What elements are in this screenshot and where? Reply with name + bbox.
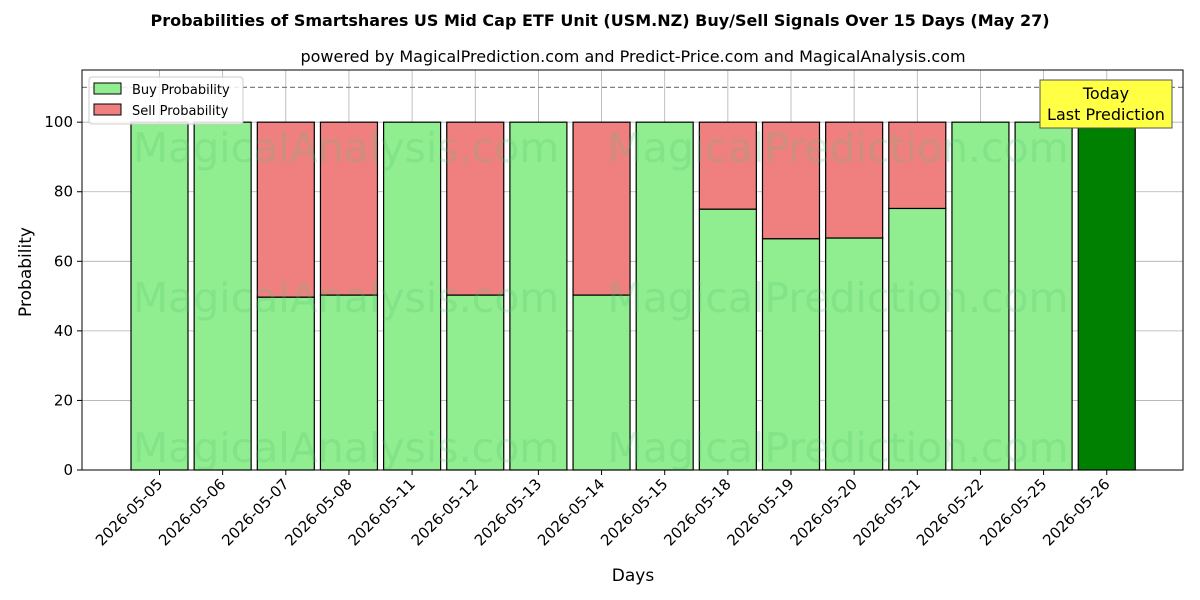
x-tick-label: 2026-05-25 — [976, 475, 1050, 549]
watermark-text: MagicalAnalysis.com — [133, 274, 560, 322]
x-tick-label: 2026-05-11 — [345, 475, 419, 549]
bar-buy — [509, 121, 568, 471]
plot-area: 0 20 40 60 80 100 MagicalAnalysis.com MagicalPr… — [44, 69, 1184, 549]
y-tick-label: 100 — [44, 113, 73, 131]
y-tick-label: 80 — [54, 183, 73, 201]
watermark-text: MagicalAnalysis.com — [133, 124, 560, 172]
today-label: Last Prediction — [1047, 105, 1165, 124]
x-axis-label: Days — [612, 566, 655, 586]
today-label: Today — [1082, 84, 1129, 103]
bar-sell — [761, 121, 821, 240]
x-tick-label: 2026-05-12 — [408, 475, 482, 549]
today-box — [1039, 79, 1173, 129]
x-tick-label: 2026-05-15 — [597, 475, 671, 549]
bar-sell — [319, 121, 379, 296]
bar-sell — [446, 121, 505, 296]
bar-buy — [761, 238, 821, 471]
x-tick-label: 2026-05-22 — [913, 475, 987, 549]
today-annotation: Today Last Prediction — [1039, 79, 1173, 129]
x-tick-label: 2026-05-06 — [155, 475, 229, 549]
legend-box — [88, 76, 244, 125]
plot-frame — [81, 69, 1184, 471]
bar-buy — [888, 207, 947, 471]
x-tick-label: 2026-05-14 — [534, 475, 608, 549]
chart-title: Probabilities of Smartshares US Mid Cap … — [150, 11, 1049, 30]
x-tick-label: 2026-05-13 — [471, 475, 545, 549]
bar-sell — [256, 121, 315, 298]
x-tick-label: 2026-05-05 — [92, 475, 166, 549]
x-tick-label: 2026-05-21 — [850, 475, 924, 549]
bar-sell — [698, 121, 757, 210]
y-tick-label: 0 — [63, 461, 73, 479]
bar-buy — [130, 121, 189, 471]
bar-buy — [383, 121, 442, 471]
bar-sell — [825, 121, 884, 239]
watermark-text: MagicalPrediction.com — [607, 124, 1068, 172]
legend-swatch — [93, 103, 122, 116]
watermark-text: MagicalPrediction.com — [607, 274, 1068, 322]
x-tick-label: 2026-05-26 — [1039, 475, 1113, 549]
legend-label: Buy Probability — [132, 83, 230, 98]
x-tick-label: 2026-05-19 — [723, 475, 797, 549]
bar-buy — [319, 294, 379, 471]
y-axis-label: Probability — [16, 227, 36, 317]
x-tick-label: 2026-05-20 — [787, 475, 861, 549]
bar-buy — [1014, 121, 1073, 471]
x-tick-label: 2026-05-18 — [660, 475, 734, 549]
bar-buy — [1077, 121, 1136, 471]
legend-label: Sell Probability — [132, 104, 229, 119]
watermark-text: MagicalAnalysis.com — [133, 424, 560, 472]
x-tick-label: 2026-05-07 — [218, 475, 292, 549]
bar-buy — [572, 294, 631, 471]
bar-buy — [825, 237, 884, 471]
watermark-text: MagicalPrediction.com — [607, 424, 1068, 472]
y-tick-label: 20 — [54, 391, 73, 409]
bar-buy — [446, 294, 505, 471]
y-tick-label: 60 — [54, 252, 73, 270]
bar-buy — [635, 121, 694, 471]
legend-swatch — [93, 82, 122, 95]
legend: Buy Probability Sell Probability — [88, 76, 244, 125]
y-tick-label: 40 — [54, 322, 73, 340]
bar-buy — [698, 208, 757, 471]
bar-sell — [572, 121, 631, 296]
bar-sell — [888, 121, 947, 210]
chart-subtitle: powered by MagicalPrediction.com and Pre… — [300, 47, 965, 66]
x-tick-label: 2026-05-08 — [281, 475, 355, 549]
